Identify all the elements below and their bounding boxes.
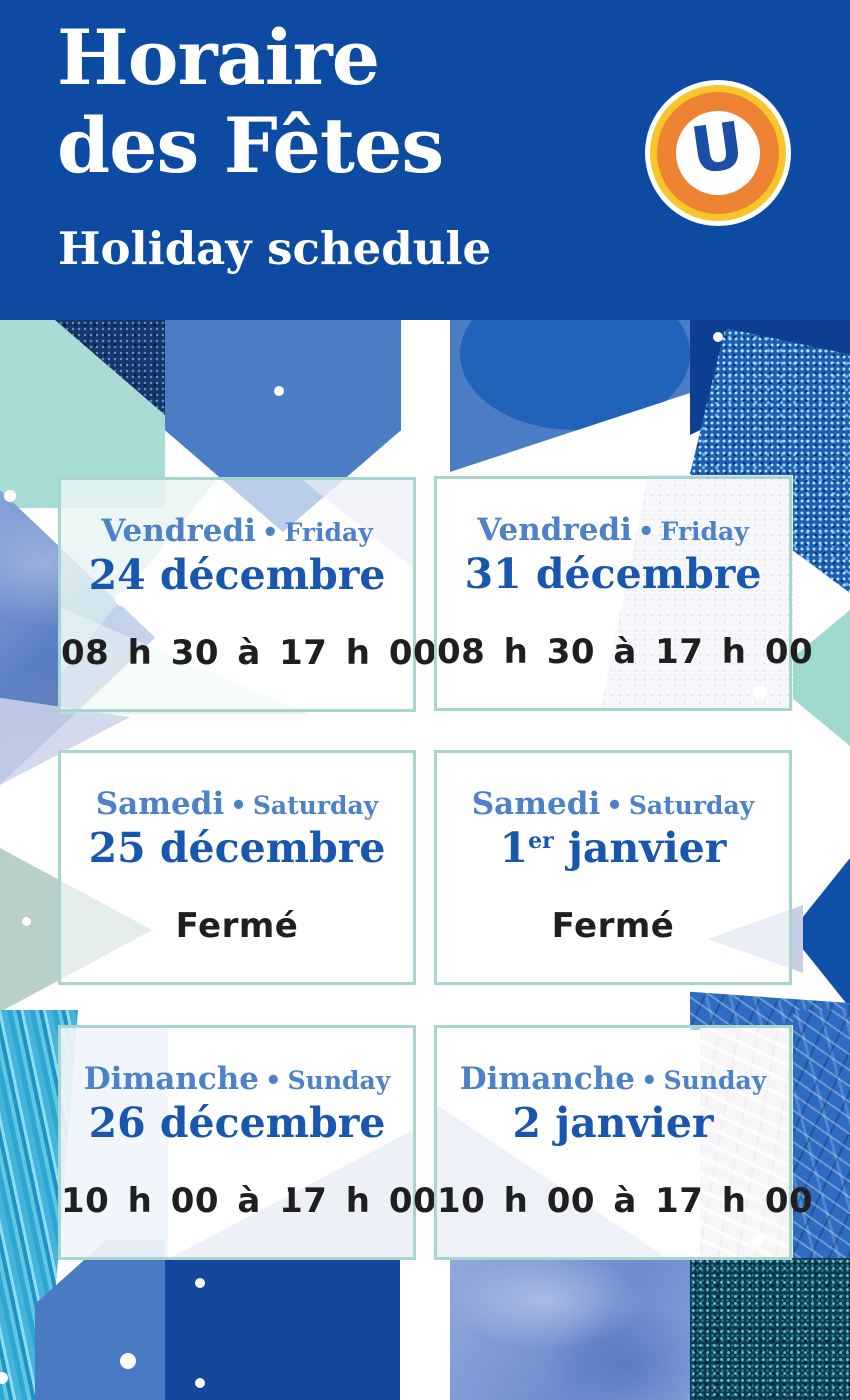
decor-dot: [276, 1184, 288, 1196]
day-label-fr: Samedi: [95, 786, 225, 822]
uniprix-logo: U: [645, 80, 791, 226]
day-label-en: Sunday: [663, 1066, 767, 1095]
day-label-fr: Samedi: [471, 786, 601, 822]
decor-bottom-teal-glitter: [690, 1258, 850, 1400]
header: Horaire des Fêtes Holiday schedule: [0, 0, 850, 320]
decor-dot: [115, 592, 129, 606]
schedule-card-dec24: Vendredi • Friday 24 décembre 08 h 30 à 17…: [58, 477, 438, 712]
decor-cracked-strip: [793, 1010, 850, 1270]
logo-center: U: [676, 108, 760, 195]
decor-dot: [22, 917, 31, 926]
decor-dot: [120, 1353, 136, 1369]
decor-blue-panel: [450, 320, 690, 472]
date-main: 2 janvier: [512, 1099, 714, 1147]
date-label: 2 janvier: [437, 1099, 789, 1147]
date-main: 25 décembre: [88, 824, 386, 872]
day-label-fr: Vendredi: [101, 513, 256, 549]
day-line: Vendredi • Friday: [61, 513, 413, 549]
date-rest: janvier: [553, 824, 727, 872]
day-line: Samedi • Saturday: [437, 786, 789, 822]
bullet-separator: •: [261, 518, 279, 548]
day-line: Dimanche • Sunday: [61, 1061, 413, 1097]
decor-dot: [713, 332, 723, 342]
decor-dot: [753, 685, 767, 699]
hours-label: 10 h 00 à 17 h 00: [61, 1181, 438, 1221]
date-main: 24 décembre: [88, 551, 386, 599]
day-line: Vendredi • Friday: [437, 512, 789, 548]
schedule-card-dec26: Dimanche • Sunday 26 décembre 10 h 00 à 17…: [58, 1025, 438, 1260]
day-label-en: Friday: [284, 518, 373, 547]
date-main: 31 décembre: [464, 550, 762, 598]
page-title: Horaire des Fêtes: [57, 13, 444, 190]
decor-dot: [0, 1372, 8, 1384]
date-label: 25 décembre: [61, 824, 413, 872]
day-label-fr: Dimanche: [83, 1061, 259, 1097]
day-label-en: Friday: [660, 517, 749, 546]
decor-dot: [195, 1278, 205, 1288]
decor-dot: [751, 1235, 763, 1247]
title-line-2: des Fêtes: [57, 101, 444, 190]
bullet-separator: •: [606, 791, 623, 821]
date-ordinal: er: [528, 828, 554, 854]
date-label: 31 décembre: [437, 550, 789, 598]
decor-dot: [4, 490, 16, 502]
date-main: 26 décembre: [88, 1099, 386, 1147]
date-label: 1er janvier: [437, 824, 789, 872]
schedule-card-jan1: Samedi • Saturday 1er janvier Fermé: [434, 750, 792, 985]
title-line-1: Horaire: [57, 13, 380, 102]
decor-dot: [274, 386, 284, 396]
day-label-fr: Dimanche: [459, 1061, 635, 1097]
decor-dot: [195, 1378, 205, 1388]
schedule-card-jan2: Dimanche • Sunday 2 janvier 10 h 00 à 17 h…: [434, 1025, 814, 1260]
hours-label: 08 h 30 à 17 h 00: [437, 632, 814, 672]
day-label-en: Saturday: [252, 791, 379, 820]
day-line: Dimanche • Sunday: [437, 1061, 789, 1097]
logo-u-icon: U: [686, 108, 749, 190]
day-label-en: Sunday: [287, 1066, 391, 1095]
bullet-separator: •: [230, 791, 247, 821]
day-label-en: Saturday: [628, 791, 755, 820]
closed-label: Fermé: [551, 906, 675, 946]
decor-blue-blob: [460, 320, 690, 430]
bullet-separator: •: [637, 517, 655, 547]
date-label: 24 décembre: [61, 551, 413, 599]
closed-label: Fermé: [175, 906, 299, 946]
hours-label: 08 h 30 à 17 h 00: [61, 633, 438, 673]
hours-label: 10 h 00 à 17 h 00: [437, 1181, 814, 1221]
date-main: 1: [499, 824, 529, 872]
day-line: Samedi • Saturday: [61, 786, 413, 822]
page-subtitle: Holiday schedule: [58, 222, 492, 275]
date-label: 26 décembre: [61, 1099, 413, 1147]
schedule-card-dec25: Samedi • Saturday 25 décembre Fermé: [58, 750, 416, 985]
bullet-separator: •: [640, 1066, 658, 1096]
schedule-card-dec31: Vendredi • Friday 31 décembre 08 h 30 à 17…: [434, 476, 814, 711]
day-label-fr: Vendredi: [477, 512, 632, 548]
bullet-separator: •: [264, 1066, 282, 1096]
decor-bottom-watercolor: [450, 1258, 690, 1400]
